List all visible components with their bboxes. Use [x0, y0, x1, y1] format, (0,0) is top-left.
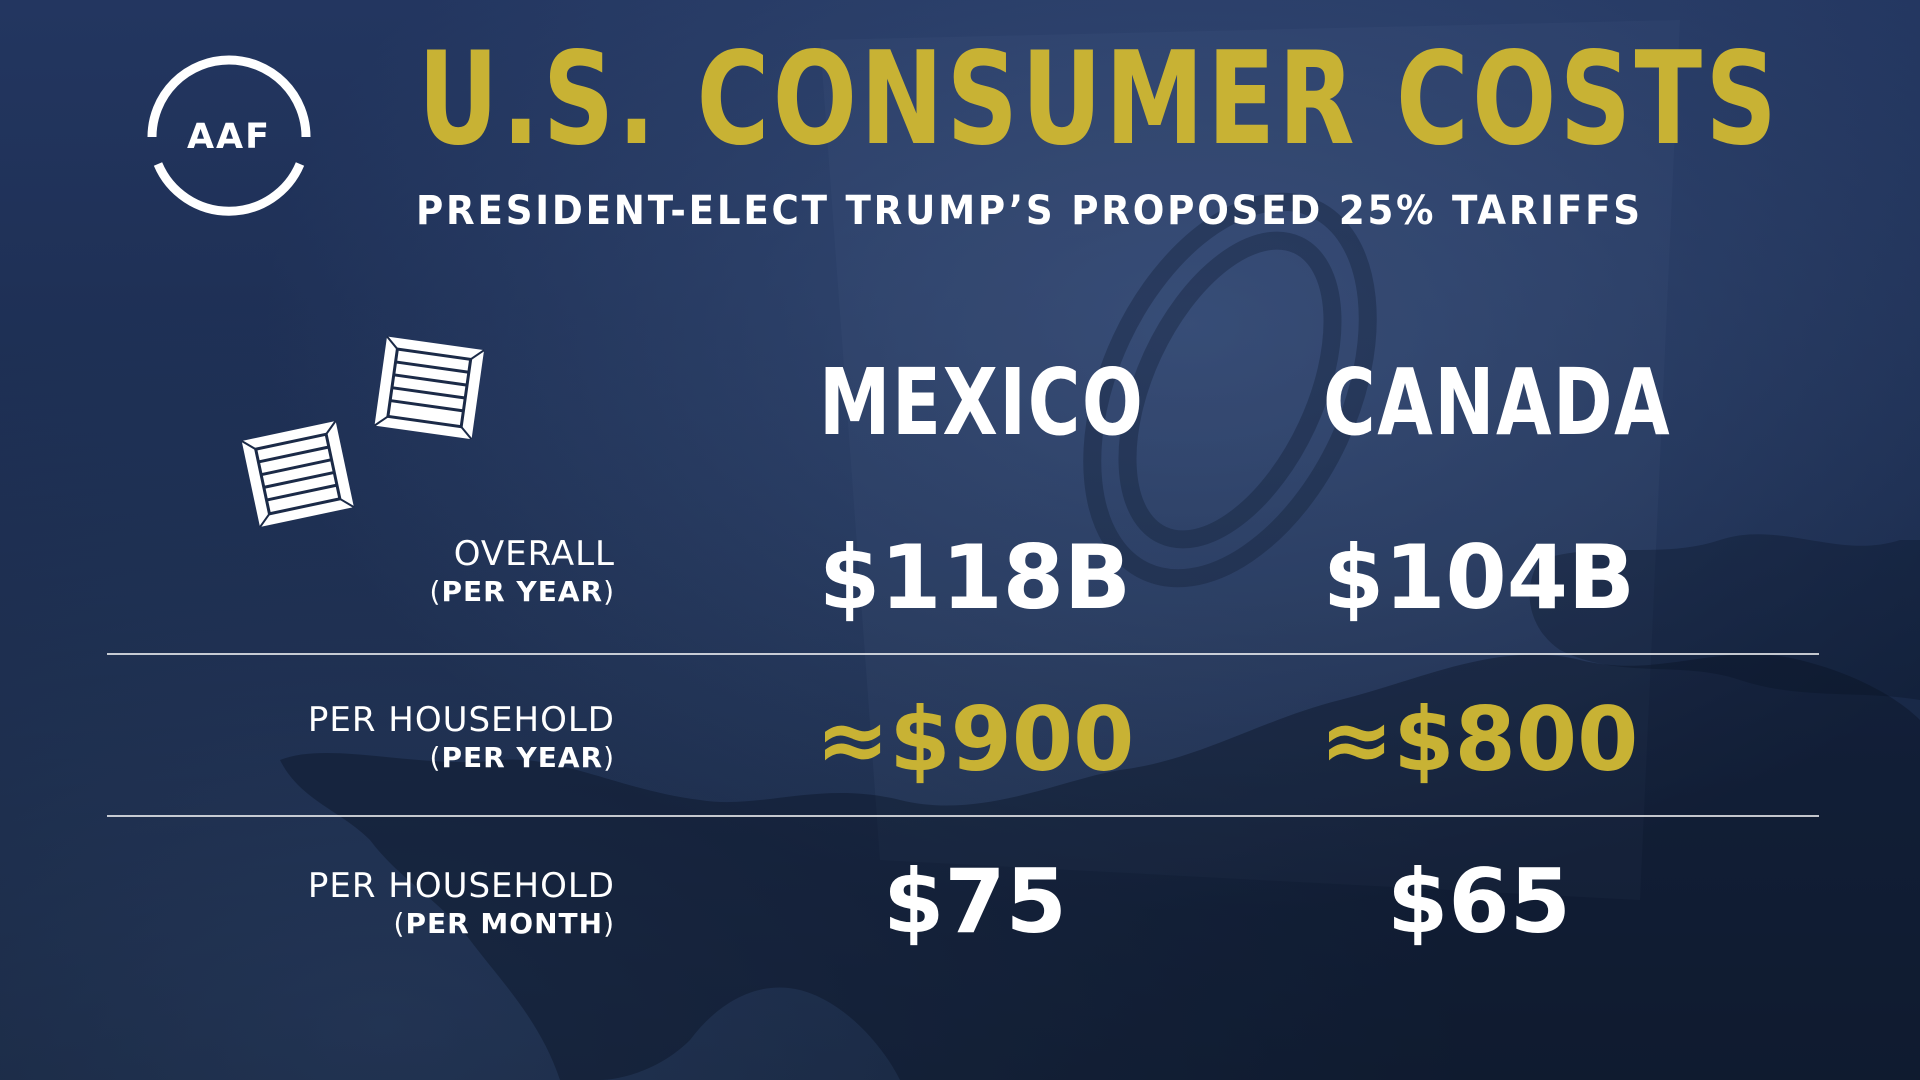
column-header-canada: CANADA: [1323, 349, 1672, 456]
paren-close: ): [603, 741, 615, 774]
paren-open: (: [429, 741, 442, 774]
value-mexico-household-year: ≈$900: [815, 688, 1135, 791]
column-header-mexico: MEXICO: [819, 349, 1145, 456]
paren-open: (: [429, 575, 442, 608]
row-label-line2: (PER MONTH): [150, 906, 615, 942]
row-label-period: PER YEAR: [441, 575, 604, 608]
row-label-period: PER MONTH: [405, 907, 604, 940]
logo-text: AAF: [186, 117, 272, 157]
value-canada-household-year: ≈$800: [1319, 688, 1639, 791]
row-label-line1: PER HOUSEHOLD: [307, 866, 615, 906]
paren-open: (: [393, 907, 406, 940]
row-divider: [107, 653, 1819, 655]
row-label-line2: (PER YEAR): [150, 740, 615, 776]
shipping-crate-icon: [373, 335, 485, 440]
row-label-overall: OVERALL (PER YEAR): [150, 534, 615, 610]
page-title: U.S. CONSUMER COSTS: [418, 25, 1781, 174]
row-label-line1: PER HOUSEHOLD: [307, 700, 615, 740]
row-label-household-month: PER HOUSEHOLD (PER MONTH): [150, 866, 615, 942]
value-mexico-household-month: $75: [883, 850, 1067, 953]
row-divider: [107, 815, 1819, 817]
value-canada-household-month: $65: [1387, 850, 1571, 953]
value-mexico-overall: $118B: [819, 526, 1131, 629]
row-label-line1: OVERALL: [453, 534, 615, 574]
paren-close: ): [603, 907, 615, 940]
row-label-period: PER YEAR: [441, 741, 604, 774]
row-label-household-year: PER HOUSEHOLD (PER YEAR): [150, 700, 615, 776]
page-subtitle: PRESIDENT-ELECT TRUMP’S PROPOSED 25% TAR…: [416, 188, 1643, 234]
row-label-line2: (PER YEAR): [150, 574, 615, 610]
shipping-crate-icon: [241, 420, 355, 528]
paren-close: ): [603, 575, 615, 608]
aaf-logo: AAF: [134, 42, 324, 232]
aaf-circle-logo-icon: [147, 55, 311, 216]
value-canada-overall: $104B: [1323, 526, 1635, 629]
